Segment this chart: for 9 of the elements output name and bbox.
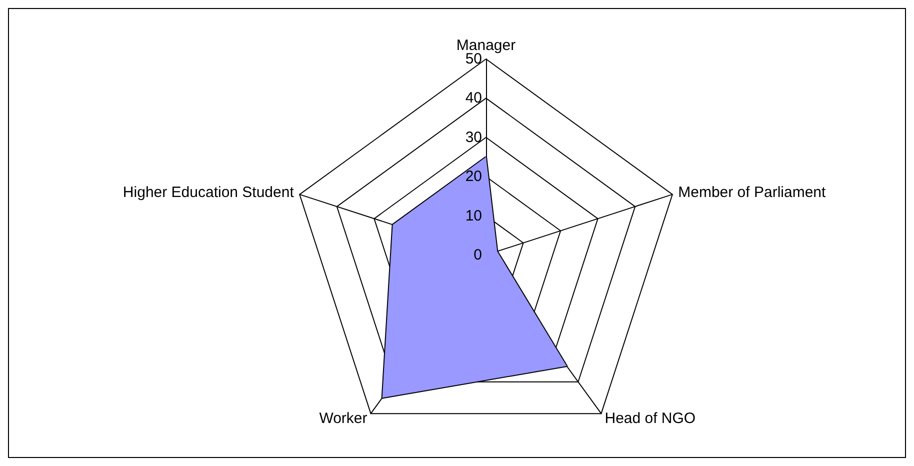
spoke-label: Member of Parliament — [678, 184, 826, 202]
y-tick-label: 20 — [465, 168, 482, 186]
spoke-label: Worker — [319, 410, 368, 427]
y-tick-label: 0 — [474, 246, 482, 264]
spoke-label: Head of NGO — [604, 410, 696, 427]
spoke-label: Higher Education Student — [122, 184, 295, 202]
y-tick-label: 40 — [465, 90, 482, 107]
y-tick-label: 30 — [465, 128, 482, 146]
y-tick-label: 10 — [465, 207, 482, 224]
